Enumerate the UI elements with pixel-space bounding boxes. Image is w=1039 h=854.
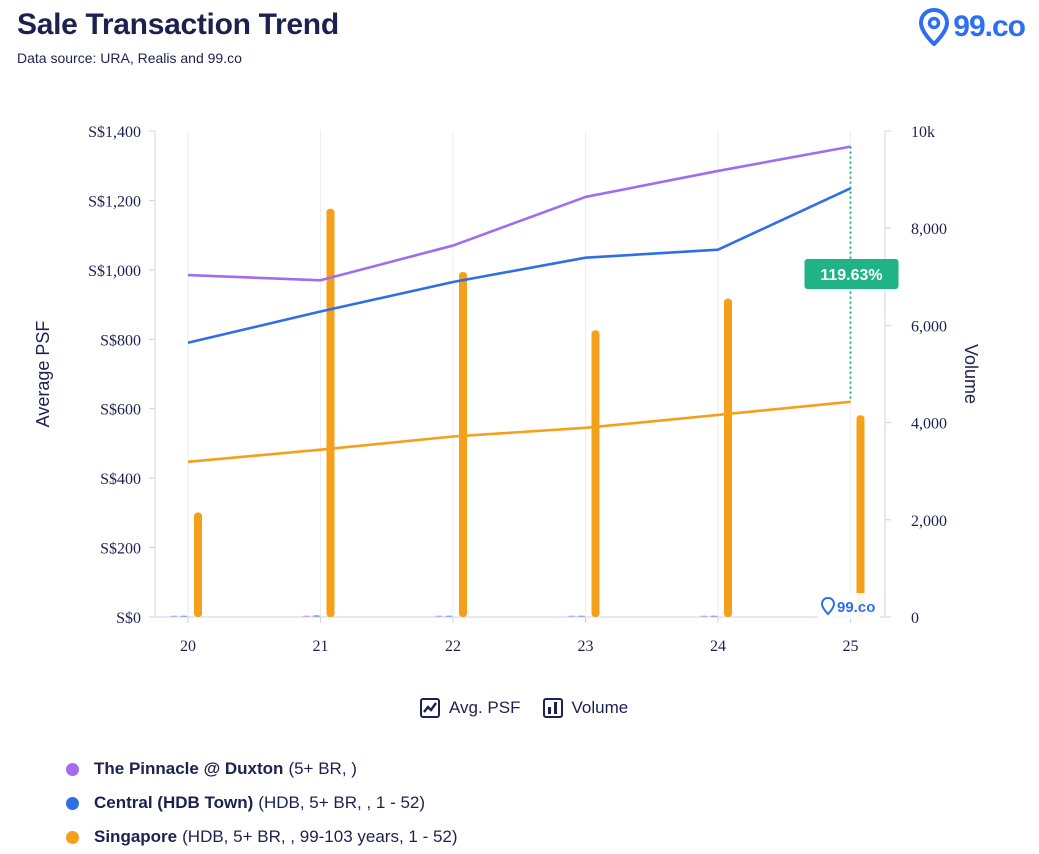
volume-bar (180, 615, 188, 617)
series-legend: The Pinnacle @ Duxton (5+ BR, ) Central … (66, 752, 458, 854)
brand-wordmark: 99.co (953, 10, 1026, 43)
x-tick-label: 22 (445, 638, 461, 655)
left-tick-label: S$1,200 (88, 193, 141, 210)
volume-bar (302, 615, 311, 617)
left-tick-label: S$200 (100, 541, 141, 558)
left-tick-label: S$0 (116, 610, 141, 627)
legend-item[interactable]: Central (HDB Town) (HDB, 5+ BR, , 1 - 52… (66, 786, 458, 820)
legend-item-detail: (HDB, 5+ BR, , 1 - 52) (258, 793, 426, 812)
volume-toggle[interactable]: Volume (542, 698, 629, 718)
x-tick-label: 24 (710, 638, 726, 655)
x-tick-label: 25 (843, 638, 859, 655)
legend-item[interactable]: The Pinnacle @ Duxton (5+ BR, ) (66, 752, 458, 786)
x-tick-label: 20 (180, 638, 196, 655)
left-tick-label: S$600 (100, 402, 141, 419)
avg-psf-toggle[interactable]: Avg. PSF (420, 698, 521, 718)
legend-item-detail: (HDB, 5+ BR, , 99-103 years, 1 - 52) (182, 827, 458, 846)
watermark-pin-icon (820, 596, 836, 616)
line-chart-icon (420, 698, 440, 718)
volume-bar (724, 298, 732, 617)
left-tick-label: S$1,400 (88, 124, 141, 141)
volume-label: Volume (571, 698, 629, 717)
location-pin-icon (919, 8, 950, 46)
right-tick-label: 6,000 (911, 318, 947, 335)
volume-bar (170, 615, 178, 617)
right-axis-title: Volume (961, 344, 981, 404)
volume-bar (312, 615, 321, 617)
volume-bar (194, 512, 202, 617)
volume-bar (591, 330, 600, 617)
right-tick-label: 2,000 (911, 513, 947, 530)
legend-item-name: Central (HDB Town) (94, 793, 254, 812)
right-tick-label: 8,000 (911, 221, 947, 238)
series-line (187, 145, 851, 282)
legend-dot-icon (66, 830, 79, 844)
chart-mode-toggles: Avg. PSF Volume (420, 698, 628, 718)
page-title: Sale Transaction Trend (17, 8, 339, 41)
left-tick-label: S$400 (100, 471, 141, 488)
data-source-subtitle: Data source: URA, Realis and 99.co (17, 50, 242, 66)
legend-item[interactable]: Singapore (HDB, 5+ BR, , 99-103 years, 1… (66, 820, 458, 854)
series-line (187, 187, 852, 345)
legend-dot-icon (66, 796, 79, 810)
watermark-text: 99.co (837, 599, 875, 616)
left-axis-title: Average PSF (33, 321, 53, 428)
x-tick-label: 21 (313, 638, 329, 655)
volume-bar (326, 208, 335, 617)
left-tick-label: S$1,000 (88, 263, 141, 280)
volume-bar (567, 615, 576, 617)
volume-bar (856, 415, 865, 617)
x-tick-label: 23 (578, 638, 594, 655)
chart-watermark: 99.co (818, 593, 880, 619)
right-tick-label: 10k (911, 124, 935, 141)
volume-bar (577, 615, 586, 617)
bar-chart-icon (542, 698, 563, 718)
sale-transaction-chart: S$0 S$200 S$400 S$600 S$800 S$1,000 S$1,200 S$1… (33, 124, 981, 655)
brand-logo[interactable]: 99.co (919, 8, 1026, 46)
change-badge (804, 259, 899, 289)
volume-bar (435, 615, 443, 617)
left-tick-label: S$800 (100, 332, 141, 349)
volume-bar (445, 615, 453, 617)
right-tick-label: 4,000 (911, 416, 947, 433)
legend-item-detail: (5+ BR, ) (288, 759, 357, 778)
legend-item-name: The Pinnacle @ Duxton (94, 759, 284, 778)
change-badge-label: 119.63% (820, 267, 882, 284)
legend-dot-icon (66, 762, 79, 776)
volume-bar (700, 615, 708, 617)
right-tick-label: 0 (911, 610, 919, 627)
legend-item-name: Singapore (94, 827, 178, 846)
volume-bar (710, 615, 718, 617)
volume-bar (459, 271, 467, 617)
avg-psf-label: Avg. PSF (449, 698, 521, 717)
series-line (187, 400, 851, 464)
